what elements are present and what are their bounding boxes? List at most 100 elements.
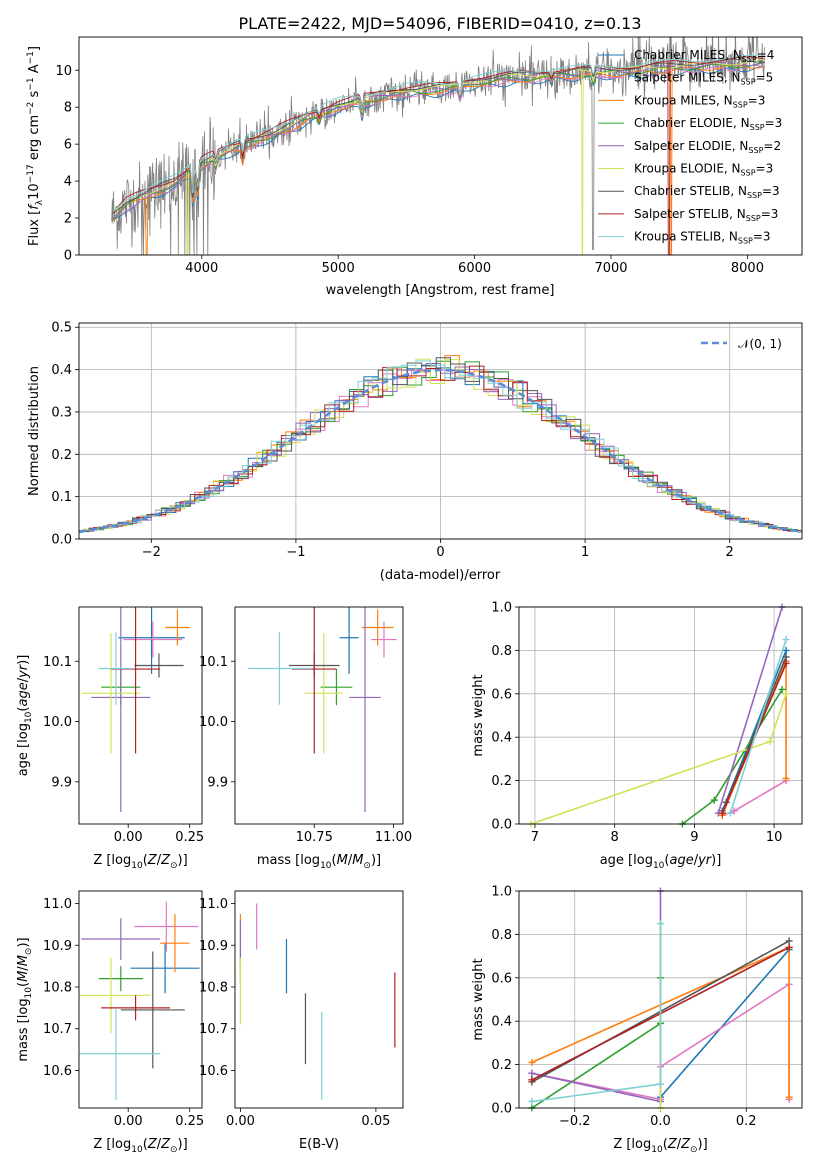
errorbar-point xyxy=(165,609,190,646)
y-tick-label: 10.6 xyxy=(43,1064,72,1079)
weight-line-kroupa-stelib xyxy=(531,923,662,1103)
y-tick-label: 0.0 xyxy=(51,533,72,548)
x-axis-label: wavelength [Angstrom, rest frame] xyxy=(326,283,555,298)
x-tick-label: 7 xyxy=(531,830,539,845)
x-axis-label: Z [log10(Z/Z⊙)] xyxy=(93,853,187,871)
x-axis-label: E(B-V) xyxy=(299,1137,339,1152)
axes-frame xyxy=(234,890,404,1109)
weight-marker xyxy=(782,659,790,667)
y-tick-label: 10.8 xyxy=(43,980,72,995)
mass-weight-vs-age-chart: 7 8 9 10 0.0 0.2 0.4 0.6 0.8 1.0 age [log10(age/yr… xyxy=(471,601,803,871)
weight-marker xyxy=(657,920,664,928)
weight-marker xyxy=(785,943,793,951)
errorbar-point xyxy=(81,632,141,754)
spectrum-model-chabrier-stelib xyxy=(111,58,765,214)
weight-marker xyxy=(782,690,790,698)
x-axis-label: (data-model)/error xyxy=(380,568,501,583)
mass-vs-EBV-chart: 0.00 0.05 10.6 10.7 10.8 10.9 11.0 E(B-V) xyxy=(199,890,404,1152)
errorbar-point xyxy=(160,913,190,973)
y-tick-label: 0.0 xyxy=(491,818,512,833)
errorbar-point xyxy=(101,995,171,1021)
residuals-chart: −2 −1 0 1 2 0.0 0.1 0.2 0.3 0.4 0.5 𝒩(0, 1) (data-mo… xyxy=(27,321,803,583)
axes-frame xyxy=(78,322,803,540)
weight-line-kroupa-stelib xyxy=(729,639,787,814)
legend-label: Kroupa STELIB, NSSP=3 xyxy=(634,230,771,246)
x-tick-label: 1 xyxy=(581,545,589,560)
y-tick-label: 0.5 xyxy=(51,321,72,336)
errorbar-point xyxy=(98,966,143,992)
y-tick-label: 10 xyxy=(55,64,72,79)
x-tick-label: −0.2 xyxy=(559,1114,591,1129)
y-tick-label: 9.9 xyxy=(207,775,228,790)
errorbar-point xyxy=(118,607,185,674)
spectrum-model-salpeter-miles xyxy=(111,64,766,220)
spectrum-model-kroupa-elodie xyxy=(111,58,765,255)
y-tick-label: 1.0 xyxy=(491,601,512,616)
y-tick-label: 10.1 xyxy=(43,655,72,670)
x-tick-label: 0.0 xyxy=(650,1114,671,1129)
x-tick-label: 0.05 xyxy=(361,1114,390,1129)
x-tick-label: 7000 xyxy=(594,261,627,276)
axes-frame xyxy=(78,890,203,1109)
spectrum-model-chabrier-elodie xyxy=(111,61,765,221)
x-axis-label: mass [log10(M/M⊙)] xyxy=(257,853,381,871)
y-tick-label: 0.8 xyxy=(491,644,512,659)
normal-reference-curve xyxy=(79,368,802,533)
weight-line-chabrier-stelib xyxy=(725,656,787,803)
weight-marker xyxy=(785,1093,793,1101)
legend-label: Chabrier MILES, NSSP=4 xyxy=(634,48,774,64)
axes-frame xyxy=(518,606,803,825)
weight-marker xyxy=(528,1076,536,1084)
y-tick-label: 0.4 xyxy=(491,1015,512,1030)
errorbar-point xyxy=(292,607,337,754)
weight-line-salpeter-elodie xyxy=(717,607,783,814)
x-axis-label: Z [log10(Z/Z⊙)] xyxy=(93,1137,187,1155)
weight-marker xyxy=(785,937,793,945)
errorbar-point xyxy=(130,943,200,994)
x-tick-label: 9 xyxy=(690,830,698,845)
age-vs-Z-chart: 0.00 0.25 9.9 10.0 10.1 Z [log10(Z/Z⊙)] age [l… xyxy=(16,606,204,871)
axes-frame xyxy=(78,36,803,256)
errorbar-point xyxy=(79,957,151,1033)
weight-marker xyxy=(726,809,734,817)
y-tick-label: 9.9 xyxy=(51,775,72,790)
axes-frame xyxy=(518,890,803,1109)
x-tick-label: 8000 xyxy=(731,261,764,276)
legend-label: 𝒩(0, 1) xyxy=(738,337,782,351)
figure-title: PLATE=2422, MJD=54096, FIBERID=0410, z=0… xyxy=(238,14,641,33)
y-tick-label: 2 xyxy=(64,212,72,227)
x-tick-label: 5000 xyxy=(322,261,355,276)
y-tick-label: 10.9 xyxy=(43,939,72,954)
x-tick-label: 0.2 xyxy=(736,1114,757,1129)
weight-marker xyxy=(782,636,790,644)
errorbar-point xyxy=(134,653,184,678)
errorbar-point xyxy=(349,607,381,812)
errorbar-point xyxy=(339,607,359,674)
spectrum-model-kroupa-stelib xyxy=(111,54,765,212)
mass-weight-vs-Z-chart: −0.2 0.0 0.2 0.0 0.2 0.4 0.6 0.8 1.0 Z [log10(Z/Z… xyxy=(471,885,803,1155)
y-tick-label: 0.4 xyxy=(491,731,512,746)
y-tick-label: 0.3 xyxy=(51,405,72,420)
y-tick-label: 10.1 xyxy=(199,655,228,670)
x-tick-label: 4000 xyxy=(185,261,218,276)
errorbar-point xyxy=(110,607,161,754)
y-tick-label: 10.8 xyxy=(199,980,228,995)
x-tick-label: −1 xyxy=(286,545,305,560)
errorbar-point xyxy=(320,669,353,706)
y-tick-label: 10.7 xyxy=(43,1022,72,1037)
legend-label: Salpeter ELODIE, NSSP=2 xyxy=(634,139,781,155)
errorbar-point xyxy=(361,609,394,646)
spectrum-chart: 4000 5000 6000 7000 8000 0 2 4 6 8 10 Chabrier MILE… xyxy=(26,36,803,298)
x-tick-label: −2 xyxy=(142,545,161,560)
errorbar-point xyxy=(79,1007,161,1100)
legend-label: Salpeter MILES, NSSP=5 xyxy=(634,71,773,87)
x-axis-label: age [log10(age/yr)] xyxy=(600,853,722,871)
y-tick-label: 0.2 xyxy=(51,448,72,463)
errorbar-point xyxy=(91,607,151,812)
weight-marker xyxy=(782,774,790,782)
y-tick-label: 10.7 xyxy=(199,1022,228,1037)
weight-line-chabrier-miles xyxy=(659,949,790,1098)
weight-line-chabrier-elodie xyxy=(531,977,662,1108)
y-axis-label: Flux [fλ10−17 erg cm−2 s−1 A−1] xyxy=(26,46,45,246)
